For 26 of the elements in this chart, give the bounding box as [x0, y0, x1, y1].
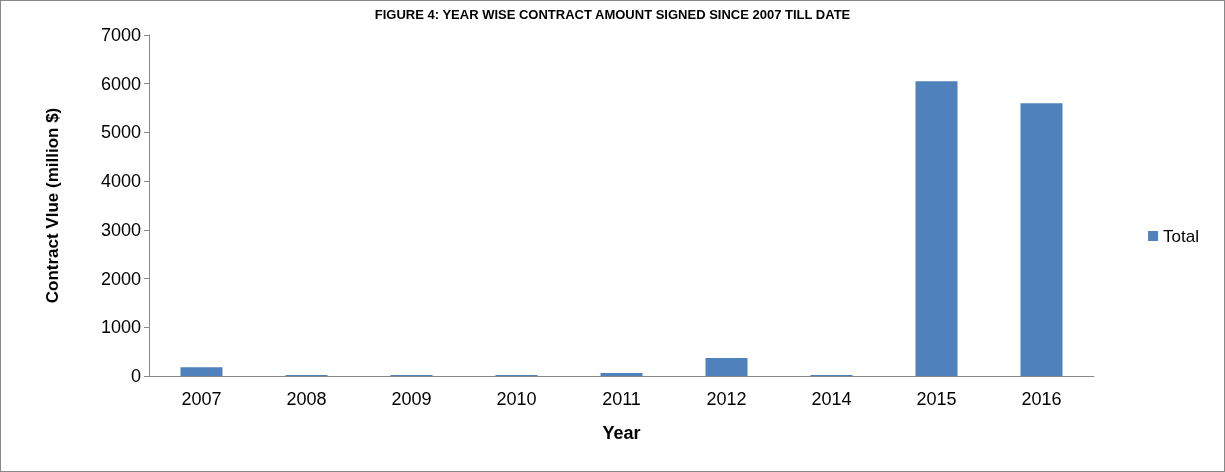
x-tick-label: 2009 [391, 389, 432, 409]
x-tick-label: 2015 [916, 389, 957, 409]
chart-title: FIGURE 4: YEAR WISE CONTRACT AMOUNT SIGNED SINCE 2007 TILL DATE [374, 7, 851, 22]
x-tick-label: 2012 [706, 389, 747, 409]
bar [1020, 103, 1063, 376]
y-tick-label: 1000 [100, 317, 141, 338]
y-axis-title: Contract Vlue (million $) [43, 107, 62, 304]
bar [600, 373, 643, 376]
bar [915, 81, 958, 376]
x-tick-label: 2010 [496, 389, 537, 409]
y-tick-label: 3000 [100, 219, 141, 240]
y-tick-label: 4000 [100, 171, 141, 192]
y-tick-label: 5000 [100, 122, 141, 143]
y-tick-label: 0 [130, 366, 141, 386]
y-tick-label: 2000 [100, 268, 141, 289]
x-tick-label: 2014 [811, 389, 852, 409]
x-tick-label: 2011 [602, 389, 641, 409]
x-tick-label: 2008 [286, 389, 327, 409]
legend-label: Total [1163, 226, 1200, 246]
x-tick-label: 2007 [181, 389, 222, 409]
bar [705, 357, 748, 376]
y-tick-label: 6000 [100, 73, 141, 94]
bar [180, 367, 223, 376]
x-axis-title: Year [602, 423, 641, 443]
x-tick-label: 2016 [1021, 389, 1062, 409]
y-tick-label: 7000 [100, 25, 141, 45]
